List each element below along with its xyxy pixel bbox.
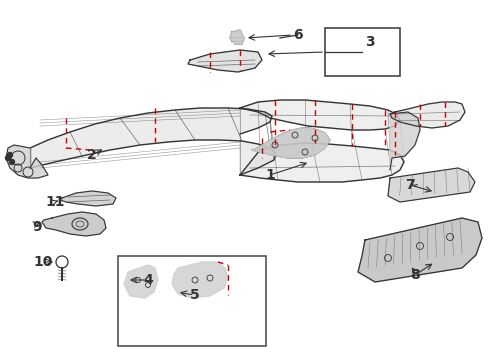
Polygon shape (42, 212, 106, 236)
Text: 6: 6 (293, 28, 303, 42)
Text: 5: 5 (190, 288, 200, 302)
Polygon shape (30, 108, 276, 175)
Bar (118, 256, 266, 346)
Polygon shape (230, 30, 244, 44)
Text: 2: 2 (87, 148, 97, 162)
Polygon shape (6, 145, 48, 178)
Polygon shape (188, 50, 262, 72)
Polygon shape (390, 112, 420, 170)
Polygon shape (172, 262, 228, 298)
Bar (325, 28, 400, 76)
Text: 4: 4 (143, 273, 153, 287)
Text: 3: 3 (365, 35, 375, 49)
Polygon shape (390, 102, 465, 128)
Polygon shape (124, 265, 158, 298)
Circle shape (5, 156, 10, 161)
Text: 7: 7 (405, 178, 415, 192)
Text: 9: 9 (32, 220, 42, 234)
Polygon shape (240, 100, 404, 182)
Circle shape (9, 159, 15, 165)
Text: 11: 11 (45, 195, 65, 209)
Text: 1: 1 (265, 168, 275, 182)
Polygon shape (252, 128, 330, 158)
Text: 8: 8 (410, 268, 420, 282)
Polygon shape (358, 218, 482, 282)
Polygon shape (60, 191, 116, 206)
Text: 10: 10 (33, 255, 53, 269)
Polygon shape (388, 168, 475, 202)
Circle shape (7, 153, 13, 158)
